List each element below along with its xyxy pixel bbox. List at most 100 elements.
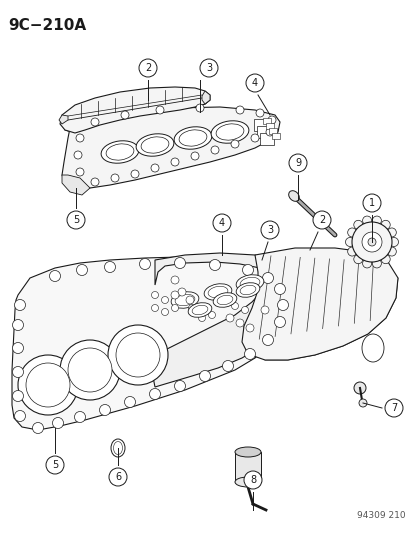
Circle shape bbox=[345, 238, 354, 246]
Ellipse shape bbox=[141, 137, 169, 153]
Circle shape bbox=[151, 164, 159, 172]
Circle shape bbox=[198, 306, 205, 313]
Circle shape bbox=[358, 399, 366, 407]
Bar bbox=[266, 123, 273, 129]
Circle shape bbox=[18, 355, 78, 415]
Circle shape bbox=[52, 417, 63, 429]
Ellipse shape bbox=[361, 334, 383, 362]
Circle shape bbox=[14, 300, 26, 311]
Bar bbox=[271, 133, 279, 139]
Circle shape bbox=[387, 228, 395, 237]
Circle shape bbox=[347, 247, 356, 256]
Text: 5: 5 bbox=[52, 460, 58, 470]
Circle shape bbox=[26, 363, 70, 407]
Ellipse shape bbox=[208, 286, 227, 298]
Ellipse shape bbox=[240, 277, 259, 289]
Circle shape bbox=[353, 255, 362, 264]
Circle shape bbox=[161, 309, 168, 316]
Circle shape bbox=[171, 276, 178, 284]
Circle shape bbox=[195, 104, 204, 112]
Ellipse shape bbox=[175, 294, 195, 306]
Ellipse shape bbox=[179, 130, 206, 146]
Circle shape bbox=[245, 324, 254, 332]
Circle shape bbox=[351, 222, 391, 262]
Polygon shape bbox=[60, 87, 209, 133]
Ellipse shape bbox=[204, 284, 231, 300]
Circle shape bbox=[262, 272, 273, 284]
Circle shape bbox=[151, 292, 158, 298]
Ellipse shape bbox=[235, 447, 260, 457]
Circle shape bbox=[171, 291, 178, 299]
Circle shape bbox=[288, 154, 306, 172]
Circle shape bbox=[76, 168, 84, 176]
Text: 8: 8 bbox=[249, 475, 256, 485]
Circle shape bbox=[208, 311, 215, 319]
Circle shape bbox=[267, 116, 275, 124]
Ellipse shape bbox=[235, 274, 263, 291]
Ellipse shape bbox=[171, 292, 198, 308]
Circle shape bbox=[188, 304, 195, 311]
Circle shape bbox=[139, 59, 157, 77]
Circle shape bbox=[384, 399, 402, 417]
Circle shape bbox=[260, 221, 278, 239]
Circle shape bbox=[74, 151, 82, 159]
Text: 9: 9 bbox=[294, 158, 300, 168]
Circle shape bbox=[277, 300, 288, 311]
Text: 3: 3 bbox=[266, 225, 273, 235]
Ellipse shape bbox=[101, 141, 138, 163]
Polygon shape bbox=[62, 175, 90, 195]
Polygon shape bbox=[62, 100, 209, 133]
Circle shape bbox=[174, 257, 185, 269]
Circle shape bbox=[260, 306, 268, 314]
Polygon shape bbox=[152, 253, 291, 387]
Polygon shape bbox=[243, 278, 397, 360]
Circle shape bbox=[266, 128, 273, 136]
Circle shape bbox=[362, 259, 371, 268]
Text: 4: 4 bbox=[252, 78, 257, 88]
Circle shape bbox=[367, 238, 375, 246]
Circle shape bbox=[12, 367, 24, 377]
Circle shape bbox=[156, 106, 164, 114]
Circle shape bbox=[225, 314, 233, 322]
FancyBboxPatch shape bbox=[259, 133, 273, 145]
Circle shape bbox=[74, 411, 85, 423]
Ellipse shape bbox=[235, 477, 260, 487]
Circle shape bbox=[190, 152, 199, 160]
Polygon shape bbox=[12, 257, 284, 430]
Ellipse shape bbox=[192, 305, 207, 314]
Bar bbox=[262, 118, 271, 124]
Circle shape bbox=[380, 255, 389, 264]
Circle shape bbox=[171, 158, 178, 166]
Circle shape bbox=[116, 333, 159, 377]
Circle shape bbox=[198, 314, 205, 321]
Ellipse shape bbox=[111, 439, 125, 457]
Circle shape bbox=[372, 259, 380, 268]
Ellipse shape bbox=[174, 127, 211, 149]
Circle shape bbox=[361, 232, 381, 252]
Circle shape bbox=[161, 296, 168, 303]
Circle shape bbox=[242, 264, 253, 276]
Ellipse shape bbox=[113, 441, 122, 455]
Circle shape bbox=[231, 303, 238, 310]
Polygon shape bbox=[62, 107, 279, 188]
Circle shape bbox=[91, 118, 99, 126]
Circle shape bbox=[33, 423, 43, 433]
Circle shape bbox=[362, 194, 380, 212]
Text: 4: 4 bbox=[218, 218, 225, 228]
Circle shape bbox=[50, 271, 60, 281]
Circle shape bbox=[255, 109, 263, 117]
Text: 94309 210: 94309 210 bbox=[356, 511, 405, 520]
Text: 6: 6 bbox=[115, 472, 121, 482]
Circle shape bbox=[380, 220, 389, 229]
Circle shape bbox=[108, 325, 168, 385]
Circle shape bbox=[171, 304, 178, 311]
Ellipse shape bbox=[213, 293, 236, 308]
Ellipse shape bbox=[136, 134, 173, 156]
Circle shape bbox=[91, 178, 99, 186]
Circle shape bbox=[372, 216, 380, 225]
Circle shape bbox=[46, 456, 64, 474]
Text: 7: 7 bbox=[390, 403, 396, 413]
Circle shape bbox=[243, 471, 261, 489]
Circle shape bbox=[12, 319, 24, 330]
Circle shape bbox=[353, 220, 362, 229]
